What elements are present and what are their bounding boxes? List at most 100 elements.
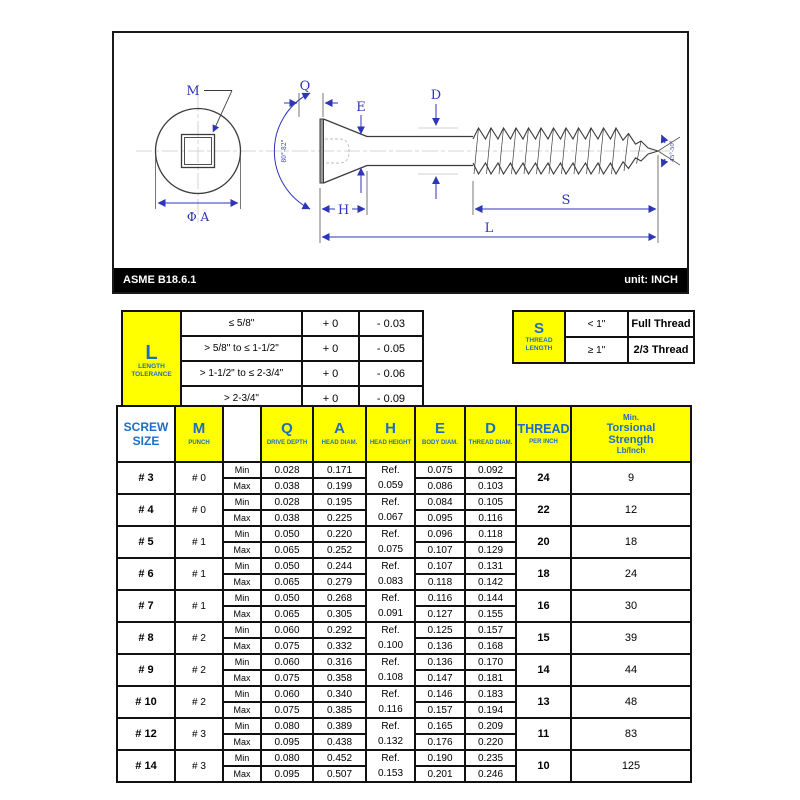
thread-line (472, 126, 659, 152)
header-thread-diam: D THREAD DIAM. (464, 405, 517, 463)
min-label-cell: Min (222, 717, 262, 735)
length-range-cell: > 5/8" to ≤ 1-1/2" (180, 335, 303, 362)
spec-table-body: # 3 # 0 Min 0.028 0.171 Ref. 0.059 0.075 … (116, 461, 692, 783)
e-max-cell: 0.157 (414, 701, 466, 719)
header-tpi-symbol: THREAD (517, 422, 570, 436)
thread-caption1: THREAD (525, 337, 553, 344)
head-height-cell: Ref. 0.100 (365, 621, 416, 655)
torsional-strength-cell: 9 (570, 461, 692, 495)
torsional-strength-cell: 30 (570, 589, 692, 623)
e-min-cell: 0.116 (414, 589, 466, 607)
min-label-cell: Min (222, 589, 262, 607)
label-m: M (186, 84, 199, 99)
h-value: 0.108 (377, 672, 404, 683)
max-label-cell: Max (222, 605, 262, 623)
threads-per-inch-cell: 10 (515, 749, 572, 783)
threads-per-inch-cell: 16 (515, 589, 572, 623)
screw-size-cell: # 5 (116, 525, 176, 559)
e-max-cell: 0.136 (414, 637, 466, 655)
d-min-cell: 0.183 (464, 685, 517, 703)
spec-row-min: # 10 # 2 Min 0.060 0.340 Ref. 0.116 0.146… (116, 685, 692, 719)
punch-cell: # 2 (174, 621, 224, 655)
e-min-cell: 0.190 (414, 749, 466, 767)
header-strength-line4: Lb/Inch (616, 446, 646, 455)
h-ref-label: Ref. (381, 593, 400, 604)
d-min-cell: 0.209 (464, 717, 517, 735)
label-s: S (562, 193, 571, 208)
e-min-cell: 0.096 (414, 525, 466, 543)
max-label-cell: Max (222, 733, 262, 751)
thread-line (472, 150, 659, 176)
length-tolerance-table: L LENGTH TOLERANCE ≤ 5/8" + 0 - 0.03 > 5/8… (121, 310, 424, 412)
torsional-strength-cell: 48 (570, 685, 692, 719)
q-min-cell: 0.080 (260, 749, 314, 767)
length-caption2: TOLERANCE (131, 371, 172, 378)
a-min-cell: 0.268 (312, 589, 367, 607)
label-d: D (431, 88, 441, 103)
label-l: L (485, 221, 494, 236)
screw-size-cell: # 4 (116, 493, 176, 527)
d-max-cell: 0.194 (464, 701, 517, 719)
spec-row-max: Max 0.095 0.438 0.176 0.220 (117, 733, 691, 751)
head-height-cell: Ref. 0.108 (365, 653, 416, 687)
screw-size-cell: # 10 (116, 685, 176, 719)
h-ref-label: Ref. (381, 721, 400, 732)
e-min-cell: 0.146 (414, 685, 466, 703)
threads-per-inch-cell: 15 (515, 621, 572, 655)
e-min-cell: 0.075 (414, 461, 466, 479)
e-min-cell: 0.107 (414, 557, 466, 575)
spec-row-min: # 9 # 2 Min 0.060 0.316 Ref. 0.108 0.136 … (116, 653, 692, 687)
thread-length-body: S THREAD LENGTH < 1" Full Thread ≥ 1" 2/3 … (512, 310, 695, 364)
punch-cell: # 1 (174, 557, 224, 591)
standard-number: ASME B18.6.1 (123, 274, 197, 286)
a-min-cell: 0.452 (312, 749, 367, 767)
d-max-cell: 0.142 (464, 573, 517, 591)
thread-line (473, 127, 642, 175)
plus-tolerance-cell: + 0 (301, 310, 360, 337)
length-caption1: LENGTH (138, 363, 165, 370)
point-angle-arrow-bottom (660, 158, 669, 168)
e-min-cell: 0.136 (414, 653, 466, 671)
q-min-cell: 0.080 (260, 717, 314, 735)
d-max-cell: 0.103 (464, 477, 517, 495)
q-max-cell: 0.095 (260, 765, 314, 783)
label-head-angle: 80°-82° (281, 139, 288, 162)
spec-row-max: Max 0.075 0.385 0.157 0.194 (117, 701, 691, 719)
plus-tolerance-cell: + 0 (301, 360, 360, 387)
punch-cell: # 1 (174, 589, 224, 623)
e-max-cell: 0.201 (414, 765, 466, 783)
q-min-cell: 0.050 (260, 589, 314, 607)
q-max-cell: 0.075 (260, 669, 314, 687)
technical-drawing-panel: M Φ A 45°-50° 80°-82° Q E D (112, 31, 689, 294)
h-value: 0.067 (377, 512, 404, 523)
a-max-cell: 0.305 (312, 605, 367, 623)
min-label-cell: Min (222, 621, 262, 639)
e-max-cell: 0.176 (414, 733, 466, 751)
max-label-cell: Max (222, 669, 262, 687)
d-max-cell: 0.246 (464, 765, 517, 783)
symbol-s: S (533, 320, 544, 337)
h-extension-lines (319, 171, 368, 215)
d-min-cell: 0.092 (464, 461, 517, 479)
punch-cell: # 1 (174, 525, 224, 559)
s-extension-lines (472, 155, 659, 243)
d-min-cell: 0.118 (464, 525, 517, 543)
point-angle-lines (657, 136, 681, 166)
q-max-cell: 0.075 (260, 701, 314, 719)
header-tpi-caption: PER INCH (529, 439, 558, 445)
a-max-cell: 0.252 (312, 541, 367, 559)
header-h-caption: HEAD HEIGHT (369, 440, 412, 446)
header-screw-line1: SCREW (123, 420, 169, 434)
e-max-cell: 0.127 (414, 605, 466, 623)
punch-cell: # 0 (174, 461, 224, 495)
spec-row-max: Max 0.065 0.279 0.118 0.142 (117, 573, 691, 591)
thread-range-cell: ≥ 1" (564, 336, 629, 364)
q-max-cell: 0.075 (260, 637, 314, 655)
header-q-symbol: Q (281, 420, 293, 437)
header-screw-size: SCREW SIZE (116, 405, 176, 463)
a-min-cell: 0.292 (312, 621, 367, 639)
spec-row-min: # 4 # 0 Min 0.028 0.195 Ref. 0.067 0.084 … (116, 493, 692, 527)
spec-row-max: Max 0.075 0.358 0.147 0.181 (117, 669, 691, 687)
screw-drawing: M Φ A 45°-50° 80°-82° Q E D (136, 79, 681, 243)
thread-range-cell: < 1" (564, 310, 629, 338)
